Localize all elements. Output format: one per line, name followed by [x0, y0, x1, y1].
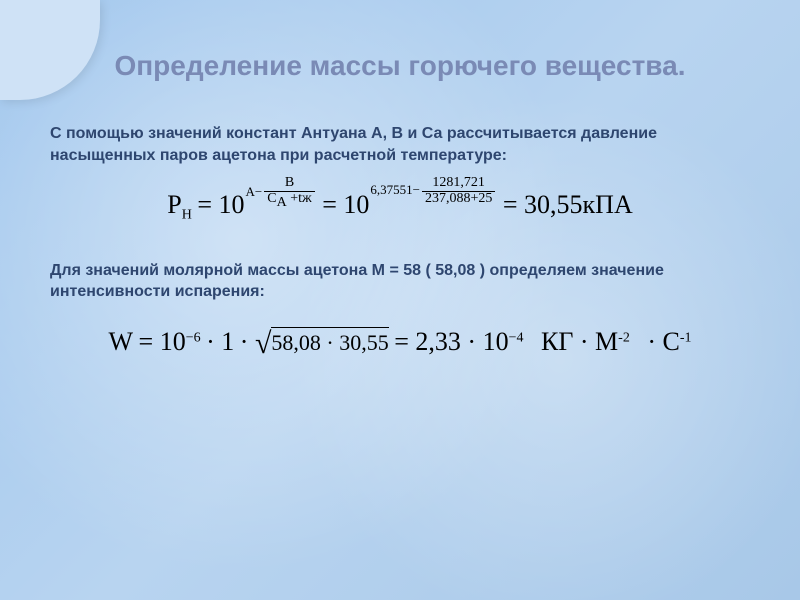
corner-decoration [0, 0, 100, 100]
slide: Определение массы горючего вещества. С п… [0, 0, 800, 600]
f1-lhs-sym: Р [167, 190, 181, 219]
f1-base-2: 10 [343, 190, 369, 219]
paragraph-1: С помощью значений констант Антуана А, В… [0, 123, 800, 166]
f2-result-exp: −4 [509, 330, 524, 345]
f2-exp-neg6: −6 [186, 330, 201, 345]
f1-exp2-den: 237,088+25 [422, 192, 495, 207]
paragraph-2: Для значений молярной массы ацетона М = … [0, 260, 800, 303]
f2-w: W [108, 327, 133, 356]
f1-exp2-left: 6,37551 [370, 182, 412, 197]
f1-exp1-den-sub: А [277, 195, 287, 210]
f1-exp2-num: 1281,721 [422, 176, 495, 192]
f1-exp1-num: В [264, 176, 314, 192]
f1-lhs-sub: Н [182, 208, 192, 223]
f2-unit1-exp: -2 [618, 330, 630, 345]
f2-one: 1 [221, 327, 234, 356]
f1-exp1-a: А [246, 184, 255, 199]
formula-2: W = 10−6 · 1 · √58,08 · 30,55 = 2,33 · 1… [0, 327, 800, 361]
formula-1: РН = 10 А−ВСА +tж = 10 6,37551−1281,7212… [0, 190, 800, 223]
f2-unit2-exp: -1 [680, 330, 692, 345]
f2-ten-1: 10 [160, 327, 186, 356]
f1-result: 30,55кПА [524, 190, 633, 219]
f1-exp1-den: С [267, 191, 276, 206]
slide-title: Определение массы горючего вещества. [0, 0, 800, 83]
f2-result-val: 2,33 · 10 [415, 327, 508, 356]
f2-sqrt-inner: 58,08 · 30,55 [271, 327, 388, 355]
f2-unit2: · С [647, 327, 680, 356]
f2-unit1: КГ · М [541, 327, 618, 356]
f1-base-1: 10 [219, 190, 245, 219]
f1-exp1-tail: +tж [290, 191, 311, 206]
